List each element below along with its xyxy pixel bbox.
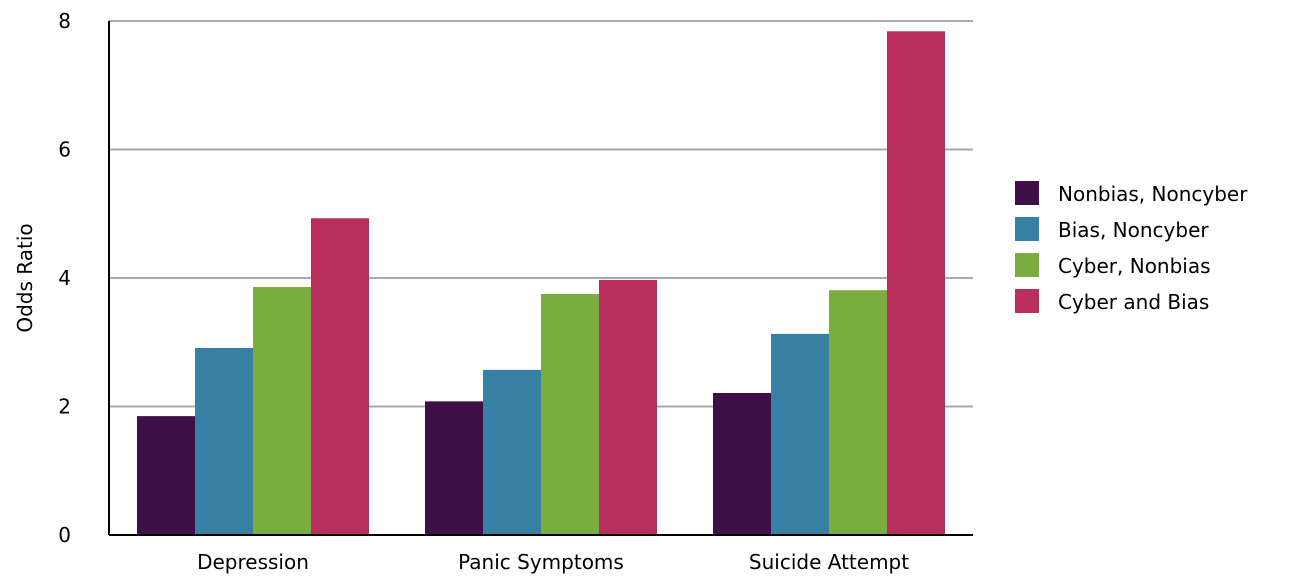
legend-label: Cyber and Bias xyxy=(1058,290,1209,314)
legend-label: Cyber, Nonbias xyxy=(1058,254,1211,278)
y-tick-labels: 0 2 4 6 8 xyxy=(58,9,71,547)
bar xyxy=(599,279,657,535)
legend-swatch xyxy=(1015,217,1039,241)
legend-label: Bias, Noncyber xyxy=(1058,218,1209,242)
x-category-labels: Depression Panic Symptoms Suicide Attempt xyxy=(197,550,909,574)
bar xyxy=(253,286,311,535)
legend-swatch xyxy=(1015,181,1039,205)
y-tick-label: 8 xyxy=(58,9,71,33)
x-category-label: Depression xyxy=(197,550,309,574)
x-category-label: Suicide Attempt xyxy=(749,550,909,574)
bar xyxy=(541,294,599,535)
bar xyxy=(195,348,253,535)
legend-swatch xyxy=(1015,289,1039,313)
y-tick-label: 0 xyxy=(58,523,71,547)
x-category-label: Panic Symptoms xyxy=(458,550,624,574)
axes xyxy=(108,21,973,536)
y-tick-label: 2 xyxy=(58,395,71,419)
bar xyxy=(311,218,369,535)
bar xyxy=(771,333,829,535)
bar xyxy=(425,401,483,535)
y-tick-label: 4 xyxy=(58,266,71,290)
legend-swatch xyxy=(1015,253,1039,277)
legend-label: Nonbias, Noncyber xyxy=(1058,182,1248,206)
bar xyxy=(829,290,887,535)
bar xyxy=(137,416,195,535)
bar xyxy=(713,393,771,535)
y-tick-label: 6 xyxy=(58,138,71,162)
bar xyxy=(887,31,945,536)
y-axis-title: Odds Ratio xyxy=(13,223,37,332)
bars xyxy=(137,31,945,536)
legend: Nonbias, Noncyber Bias, Noncyber Cyber, No… xyxy=(1015,181,1248,314)
bar xyxy=(483,369,541,535)
